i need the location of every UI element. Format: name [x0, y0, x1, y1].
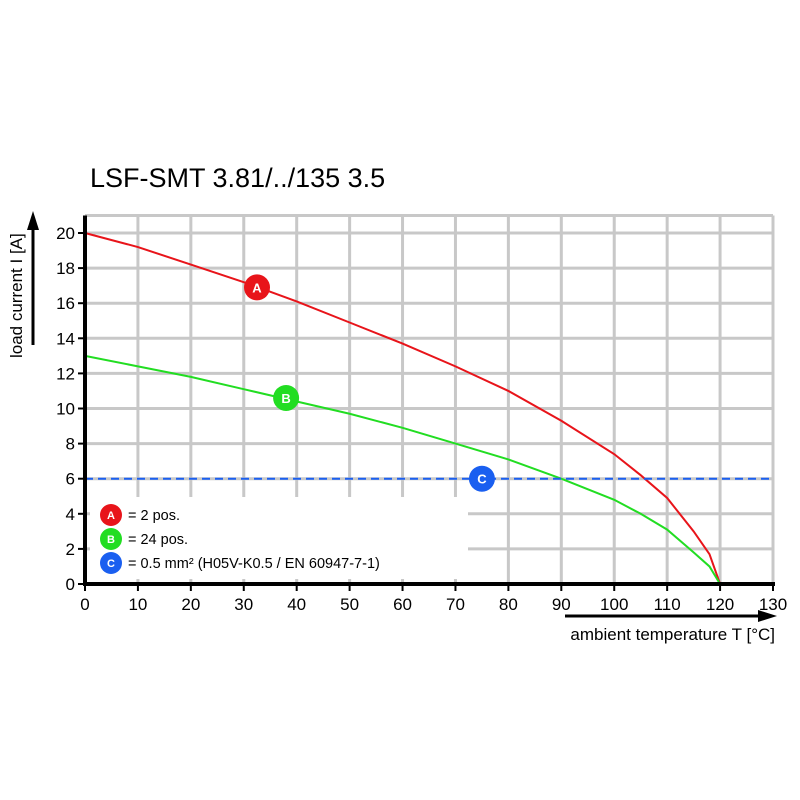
- y-tick-label: 6: [66, 470, 75, 489]
- x-axis-label: ambient temperature T [°C]: [570, 625, 775, 644]
- x-axis-arrow: [565, 610, 777, 622]
- y-axis-arrow: [27, 211, 39, 345]
- marker-c-circle: [468, 465, 495, 492]
- x-tick-label: 100: [600, 595, 628, 614]
- series-line-b: [84, 354, 721, 585]
- x-tick-label: 120: [706, 595, 734, 614]
- legend-badge-b-letter: B: [107, 534, 115, 546]
- legend-label-b: = 24 pos.: [128, 532, 188, 548]
- y-axis-label: load current I [A]: [7, 233, 26, 358]
- y-tick-label: 8: [66, 435, 75, 454]
- series-line-a: [84, 232, 722, 585]
- y-tick-label: 10: [56, 400, 75, 419]
- x-tick-label: 130: [759, 595, 787, 614]
- legend-background: [90, 497, 468, 579]
- legend-badge-c-letter: C: [107, 558, 115, 570]
- marker-a-circle: [244, 274, 270, 301]
- series-group: ABC: [84, 232, 773, 585]
- legend: A = 2 pos. B = 24 pos. C = 0.5 mm² (H05V-K0.5…: [100, 504, 380, 574]
- y-tick-label: 18: [56, 259, 75, 278]
- marker-b-letter: B: [281, 391, 290, 406]
- x-tick-label: 0: [80, 595, 89, 614]
- marker-c-letter: C: [477, 472, 487, 487]
- x-tick-label: 110: [654, 595, 681, 614]
- legend-badge-a-letter: A: [107, 510, 115, 522]
- x-tick-label: 20: [181, 595, 200, 614]
- y-tick-label: 12: [56, 364, 75, 383]
- x-tick-label: 10: [128, 595, 147, 614]
- x-tick-label: 60: [393, 595, 412, 614]
- legend-label-a: = 2 pos.: [128, 508, 180, 524]
- legend-badge-c-circle: [100, 552, 122, 574]
- x-tick-label: 30: [234, 595, 253, 614]
- legend-badge-b-circle: [100, 528, 122, 550]
- y-tick-label: 14: [56, 329, 75, 348]
- axes: 0 10 20 30 40 50 60 70 80 90 100 110 120 130 0 2 4 6 8 10 12…: [56, 215, 787, 614]
- legend-badge-a-circle: [100, 504, 122, 526]
- y-tick-label: 20: [56, 224, 75, 243]
- y-tick-label: 0: [66, 575, 75, 594]
- x-tick-label: 90: [552, 595, 571, 614]
- x-tick-label: 70: [446, 595, 465, 614]
- y-tick-label: 16: [56, 294, 75, 313]
- legend-label-c: = 0.5 mm² (H05V-K0.5 / EN 60947-7-1): [128, 556, 380, 572]
- x-tick-label: 40: [287, 595, 306, 614]
- y-tick-label: 2: [66, 540, 75, 559]
- chart-title: LSF-SMT 3.81/../135 3.5: [90, 163, 385, 193]
- marker-a-letter: A: [252, 280, 262, 295]
- y-tick-label: 4: [66, 505, 75, 524]
- y-axis-label-group: load current I [A]: [7, 233, 26, 358]
- x-tick-label: 80: [499, 595, 518, 614]
- marker-b-circle: [273, 384, 300, 411]
- x-tick-label: 50: [340, 595, 359, 614]
